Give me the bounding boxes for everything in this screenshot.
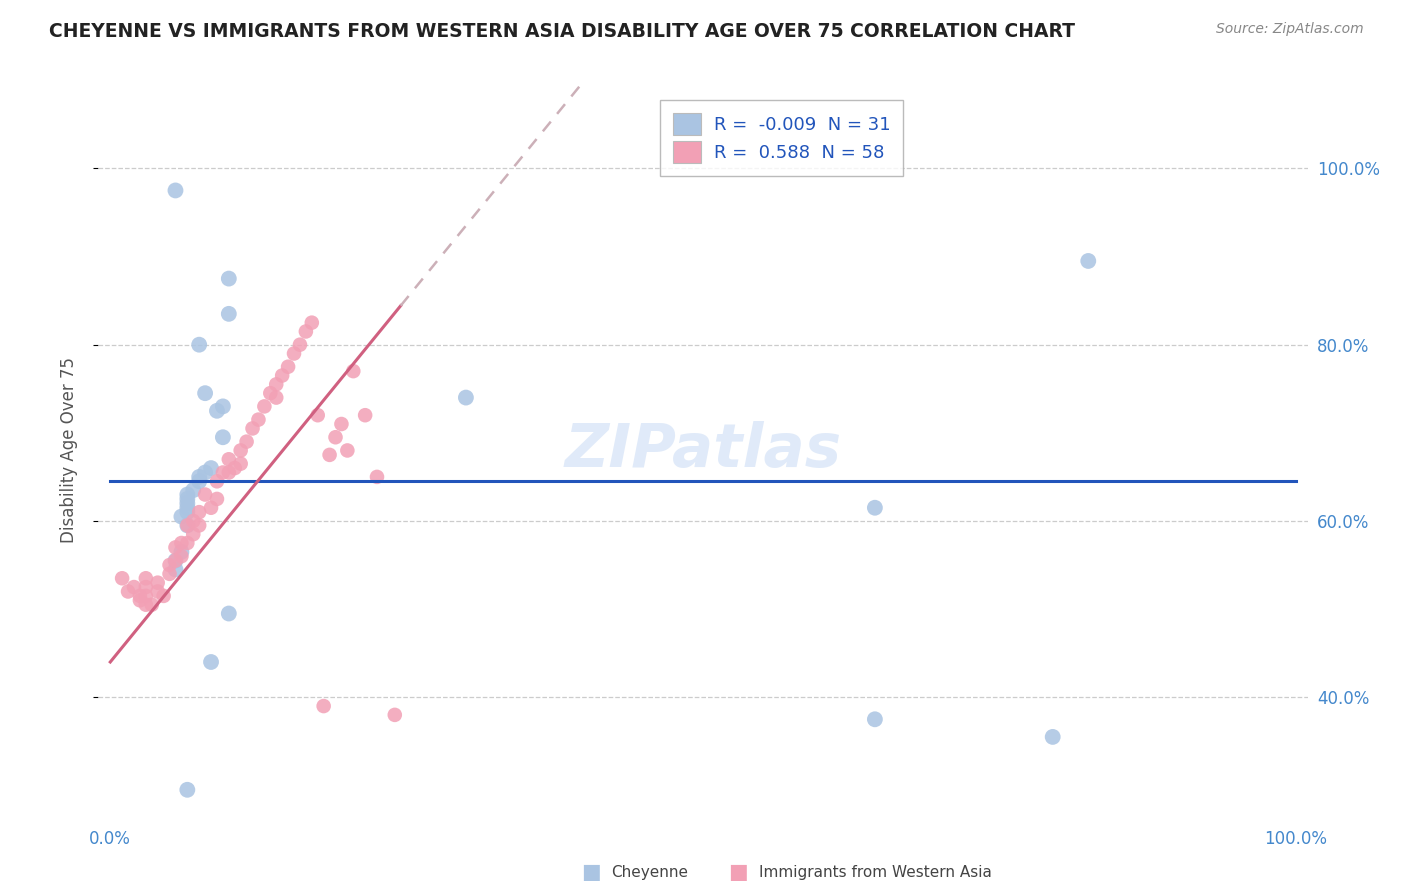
Point bbox=[259, 386, 281, 401]
Point bbox=[176, 496, 198, 510]
Point bbox=[135, 571, 157, 585]
Point bbox=[181, 483, 204, 497]
Point bbox=[312, 699, 335, 714]
Point bbox=[165, 562, 187, 576]
Point bbox=[283, 346, 305, 360]
Point bbox=[307, 408, 329, 422]
Point bbox=[188, 337, 211, 351]
Point bbox=[863, 712, 886, 726]
Point bbox=[176, 536, 198, 550]
Legend: R =  -0.009  N = 31, R =  0.588  N = 58: R = -0.009 N = 31, R = 0.588 N = 58 bbox=[659, 101, 903, 176]
Point bbox=[205, 475, 228, 489]
Point bbox=[253, 400, 276, 414]
Point bbox=[176, 518, 198, 533]
Point bbox=[141, 598, 163, 612]
Point bbox=[218, 607, 240, 621]
Point bbox=[212, 430, 235, 444]
Text: Source: ZipAtlas.com: Source: ZipAtlas.com bbox=[1216, 22, 1364, 37]
Y-axis label: Disability Age Over 75: Disability Age Over 75 bbox=[59, 358, 77, 543]
Point bbox=[165, 184, 187, 198]
Point bbox=[176, 782, 198, 797]
Point bbox=[170, 545, 193, 559]
Text: ■: ■ bbox=[728, 863, 748, 882]
Point bbox=[354, 408, 377, 422]
Point bbox=[181, 514, 204, 528]
Point bbox=[200, 461, 222, 475]
Point bbox=[325, 430, 347, 444]
Point bbox=[212, 466, 235, 480]
Point bbox=[318, 448, 340, 462]
Point bbox=[176, 500, 198, 515]
Point bbox=[277, 359, 299, 374]
Point bbox=[194, 466, 217, 480]
Point bbox=[242, 421, 264, 435]
Text: ZIPatlas: ZIPatlas bbox=[564, 421, 842, 480]
Point bbox=[235, 434, 257, 449]
Point bbox=[330, 417, 353, 431]
Point bbox=[336, 443, 359, 458]
Point bbox=[176, 518, 198, 533]
Point bbox=[170, 509, 193, 524]
Point bbox=[165, 554, 187, 568]
Point bbox=[229, 443, 252, 458]
Text: CHEYENNE VS IMMIGRANTS FROM WESTERN ASIA DISABILITY AGE OVER 75 CORRELATION CHAR: CHEYENNE VS IMMIGRANTS FROM WESTERN ASIA… bbox=[49, 22, 1076, 41]
Point bbox=[188, 505, 211, 519]
Point bbox=[218, 452, 240, 467]
Point bbox=[384, 707, 406, 722]
Point bbox=[176, 491, 198, 506]
Point bbox=[170, 549, 193, 564]
Point bbox=[288, 337, 311, 351]
Point bbox=[129, 593, 152, 607]
Point bbox=[152, 589, 174, 603]
Point bbox=[146, 584, 169, 599]
Text: Immigrants from Western Asia: Immigrants from Western Asia bbox=[759, 865, 993, 880]
Point bbox=[159, 558, 181, 572]
Point bbox=[165, 541, 187, 555]
Point bbox=[188, 470, 211, 484]
Point bbox=[863, 500, 886, 515]
Point bbox=[188, 518, 211, 533]
Point bbox=[135, 598, 157, 612]
Point bbox=[117, 584, 139, 599]
Point bbox=[129, 589, 152, 603]
Point bbox=[200, 500, 222, 515]
Point bbox=[122, 580, 145, 594]
Point bbox=[205, 404, 228, 418]
Point bbox=[1077, 254, 1099, 268]
Point bbox=[218, 466, 240, 480]
Text: ■: ■ bbox=[581, 863, 600, 882]
Point bbox=[264, 377, 287, 392]
Point bbox=[224, 461, 246, 475]
Point bbox=[170, 536, 193, 550]
Point bbox=[295, 325, 318, 339]
Point bbox=[454, 391, 477, 405]
Point bbox=[188, 475, 211, 489]
Point bbox=[194, 386, 217, 401]
Point bbox=[229, 457, 252, 471]
Point bbox=[366, 470, 388, 484]
Point bbox=[1042, 730, 1064, 744]
Point bbox=[205, 491, 228, 506]
Point bbox=[212, 400, 235, 414]
Point bbox=[135, 580, 157, 594]
Point bbox=[271, 368, 294, 383]
Point bbox=[342, 364, 364, 378]
Point bbox=[176, 505, 198, 519]
Point bbox=[218, 307, 240, 321]
Point bbox=[247, 412, 270, 426]
Point bbox=[301, 316, 323, 330]
Point bbox=[146, 575, 169, 590]
Point bbox=[194, 487, 217, 501]
Point bbox=[264, 391, 287, 405]
Point bbox=[200, 655, 222, 669]
Point bbox=[159, 566, 181, 581]
Point bbox=[176, 487, 198, 501]
Point bbox=[165, 554, 187, 568]
Point bbox=[135, 589, 157, 603]
Point bbox=[218, 271, 240, 285]
Text: Cheyenne: Cheyenne bbox=[612, 865, 689, 880]
Point bbox=[111, 571, 134, 585]
Point bbox=[181, 527, 204, 541]
